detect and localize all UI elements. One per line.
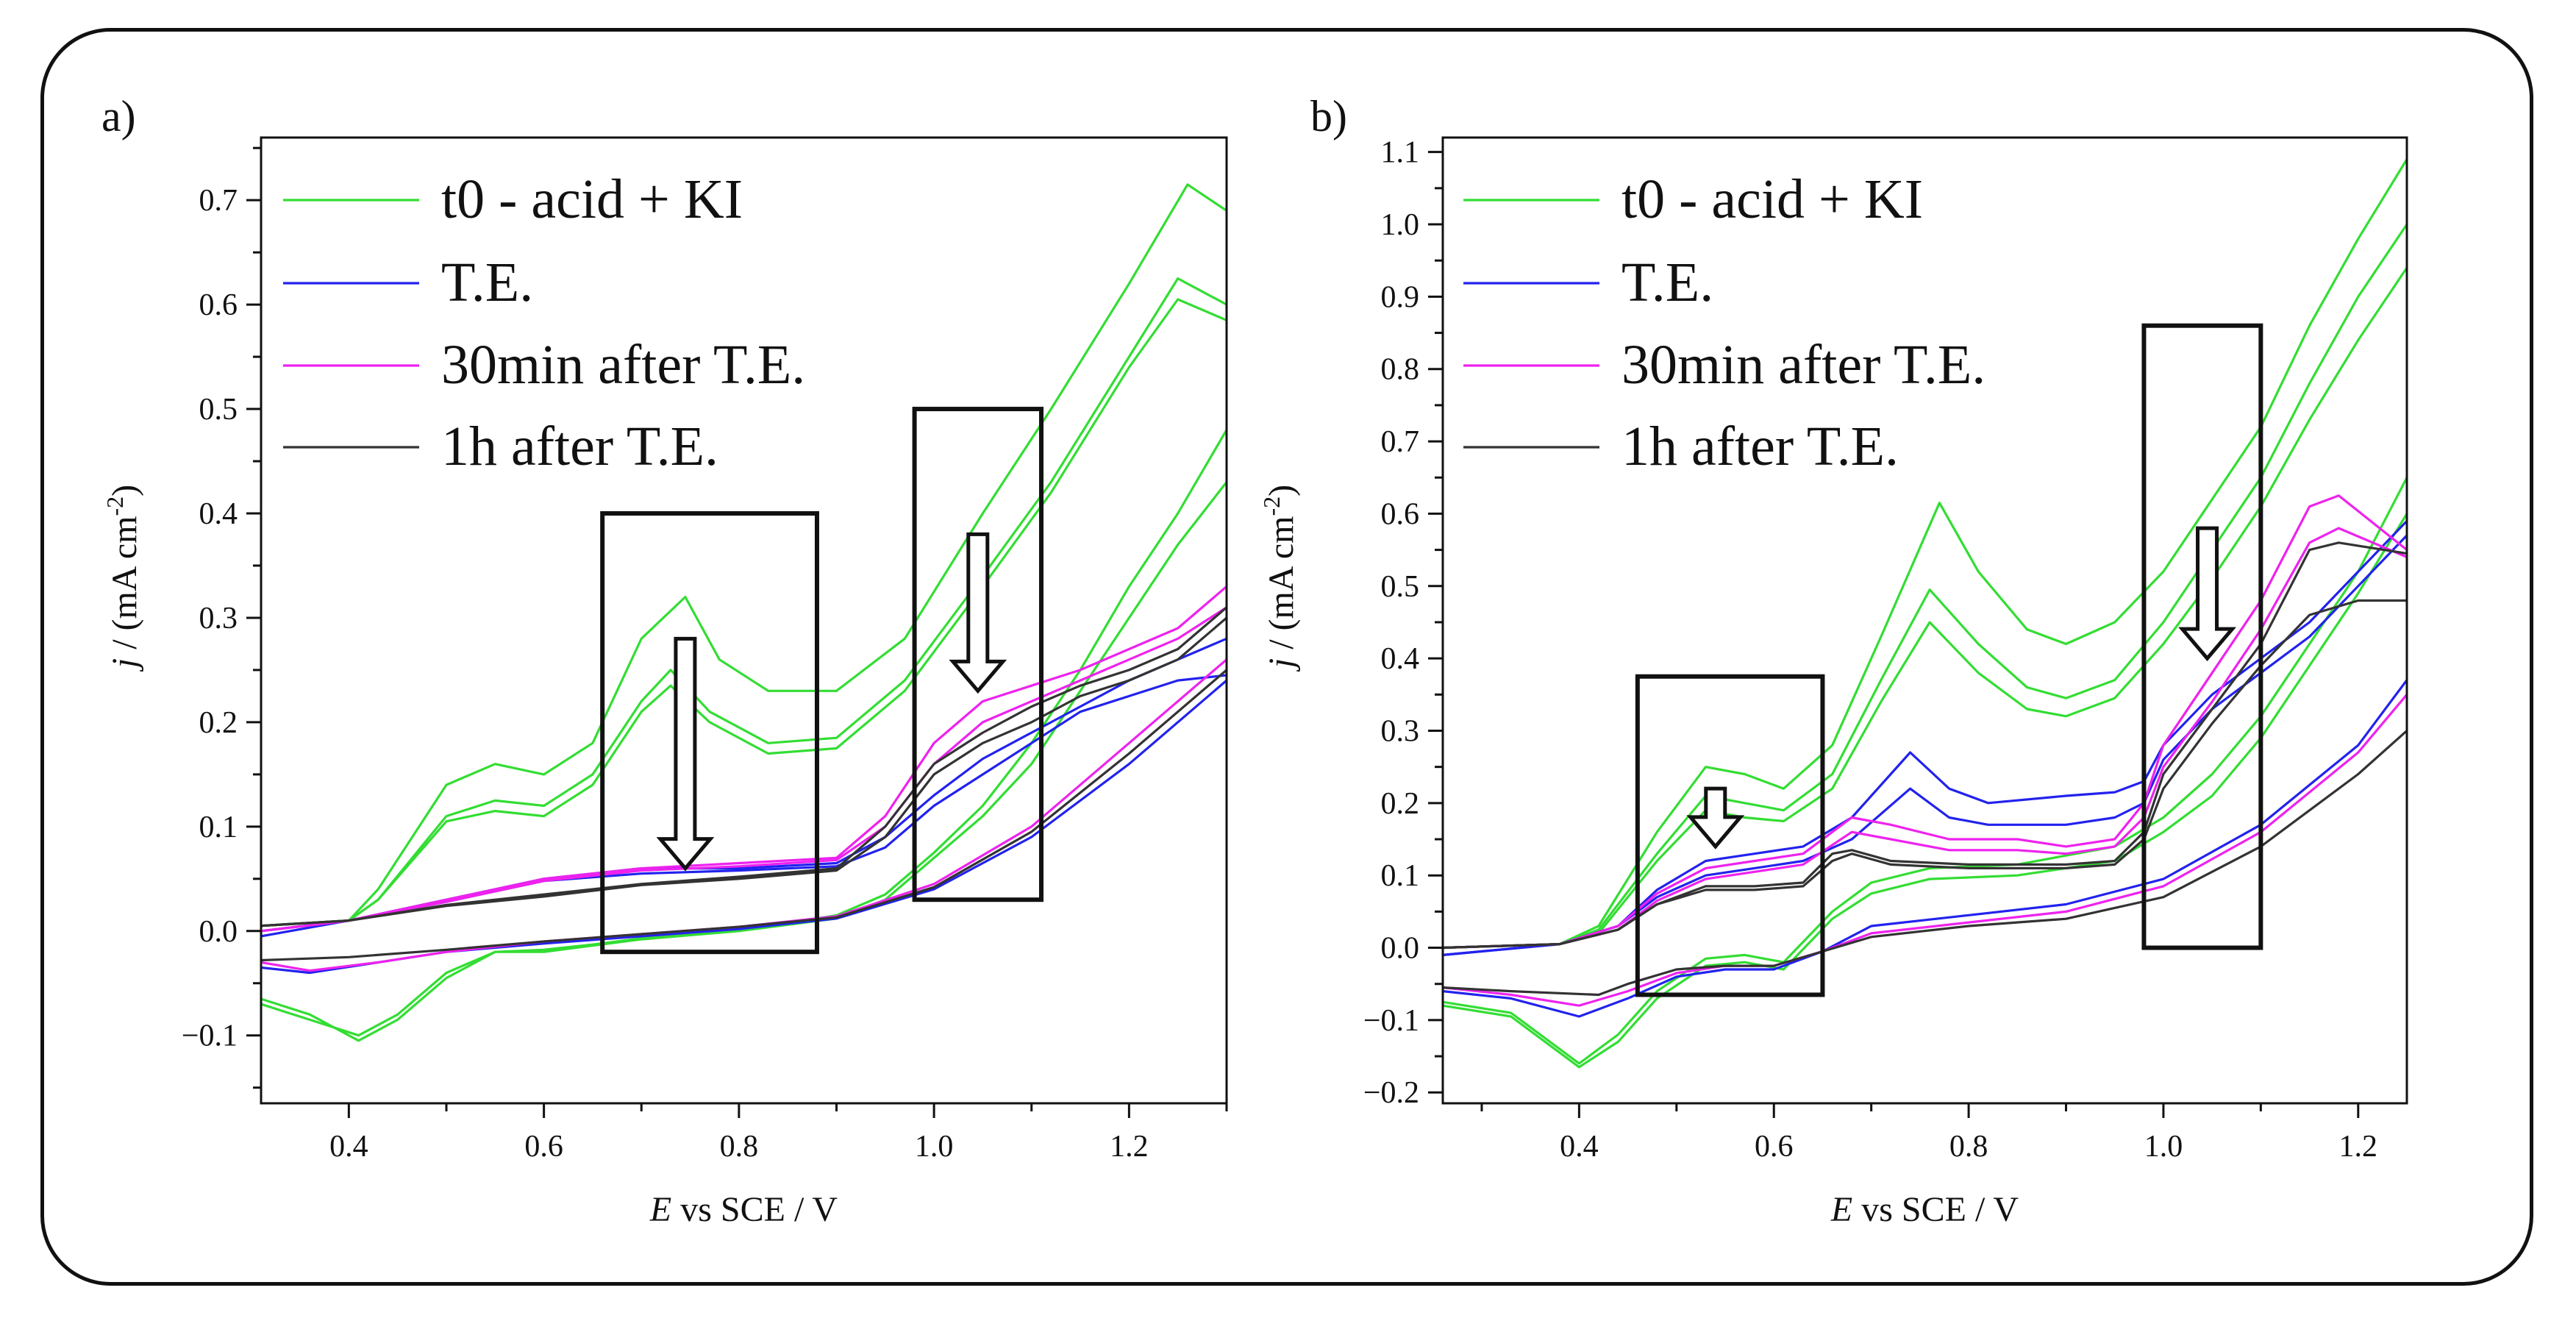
y-tick-label: 0.7: [199, 184, 238, 218]
y-tick-label: 0.1: [199, 811, 238, 844]
panel-a: 0.4 0.6 0.8 1.0 1.2 −0.1 0.0 0.1 0.2 0.3 0.4 0.5 0.6…: [101, 92, 1228, 1229]
x-tick-label: 0.4: [329, 1130, 368, 1164]
legend-label: T.E.: [1621, 252, 1713, 313]
legend-label: t0 - acid + KI: [441, 168, 743, 230]
x-tick-label: 0.6: [1755, 1130, 1794, 1164]
down-arrow-1: [656, 636, 715, 872]
legend-label: 30min after T.E.: [1621, 334, 1985, 396]
series-line-green-3: [261, 429, 1227, 1042]
y-tick-label: −0.2: [1363, 1076, 1419, 1110]
highlight-box-1: [1635, 674, 1825, 997]
panel-label: b): [1310, 92, 1347, 140]
series-line-black-13: [261, 669, 1227, 962]
series-line-black-12: [261, 616, 1227, 927]
y-tick-label: 0.8: [1381, 353, 1420, 387]
y-tick-label: 0.2: [1381, 787, 1420, 821]
panel-label: a): [101, 92, 136, 140]
x-tick-label: 0.8: [1949, 1130, 1988, 1164]
legend-label: 1h after T.E.: [441, 416, 718, 477]
x-tick-label: 1.2: [2339, 1130, 2378, 1164]
series-line-black-12: [1443, 599, 2407, 950]
y-tick-label: 0.0: [199, 915, 238, 949]
series-line-blue-5: [1443, 520, 2407, 956]
series-line-magenta-8: [1443, 494, 2407, 950]
x-tick-label: 0.4: [1560, 1130, 1599, 1164]
x-tick-label: 1.2: [1110, 1130, 1149, 1164]
y-tick-label: −0.1: [182, 1019, 238, 1053]
axes-frame: [260, 136, 1228, 1105]
y-tick-label: 0.6: [199, 288, 238, 322]
down-arrow-1: [1686, 786, 1745, 850]
series-line-magenta-8: [261, 585, 1227, 933]
x-tick-label: 1.0: [2144, 1130, 2183, 1164]
series-group: [261, 183, 1227, 1042]
x-tick-label: 0.6: [524, 1130, 563, 1164]
legend-label: T.E.: [441, 252, 533, 313]
series-line-green-2: [1443, 267, 2407, 950]
y-tick-label: 0.0: [1381, 932, 1420, 966]
down-arrow-2: [2178, 526, 2236, 661]
x-tick-label: 0.8: [720, 1130, 759, 1164]
y-tick-label: 0.5: [199, 393, 238, 427]
axes-frame: [1441, 136, 2408, 1105]
series-line-blue-6: [261, 674, 1227, 933]
y-tick-label: 0.7: [1381, 425, 1420, 459]
x-tick-label: 1.0: [915, 1130, 954, 1164]
y-tick-label: 0.1: [1381, 859, 1420, 893]
legend-label: 30min after T.E.: [441, 334, 805, 396]
y-axis-title: j / (mA cm-2): [101, 485, 144, 672]
y-tick-label: 1.0: [1381, 208, 1420, 242]
x-axis-title: E vs SCE / V: [649, 1190, 838, 1229]
y-tick-label: 0.2: [199, 706, 238, 740]
series-line-green-0: [1443, 158, 2407, 950]
series-line-green-1: [1443, 224, 2407, 950]
panel-b: 0.4 0.6 0.8 1.0 1.2 −0.2 −0.1 0.0 0.1 0.2 0.3 0.4 0.…: [1258, 92, 2408, 1229]
legend-label: t0 - acid + KI: [1621, 168, 1923, 230]
series-line-magenta-9: [261, 606, 1227, 933]
y-tick-label: 0.3: [1381, 714, 1420, 748]
y-tick-label: 0.3: [199, 602, 238, 635]
y-tick-label: 0.4: [1381, 642, 1420, 676]
y-axis-title: j / (mA cm-2): [1258, 485, 1301, 672]
y-tick-label: 0.5: [1381, 570, 1420, 604]
legend-label: 1h after T.E.: [1621, 416, 1899, 477]
series-line-black-11: [261, 606, 1227, 927]
series-line-magenta-9: [1443, 527, 2407, 950]
highlight-box-2: [912, 407, 1044, 902]
y-tick-label: 1.1: [1381, 136, 1420, 170]
series-line-blue-6: [1443, 534, 2407, 956]
highlight-box-1: [600, 511, 819, 955]
x-axis-title: E vs SCE / V: [1830, 1190, 2019, 1229]
series-line-blue-7: [261, 679, 1227, 975]
y-tick-label: 0.6: [1381, 497, 1420, 531]
y-tick-label: 0.4: [199, 497, 238, 531]
down-arrow-2: [949, 532, 1007, 694]
y-tick-label: −0.1: [1363, 1004, 1419, 1038]
y-tick-label: 0.9: [1381, 280, 1420, 314]
figure-frame: [40, 28, 2533, 1286]
highlight-box-2: [2141, 323, 2263, 950]
series-line-green-0: [261, 183, 1227, 927]
series-line-blue-5: [261, 637, 1227, 938]
